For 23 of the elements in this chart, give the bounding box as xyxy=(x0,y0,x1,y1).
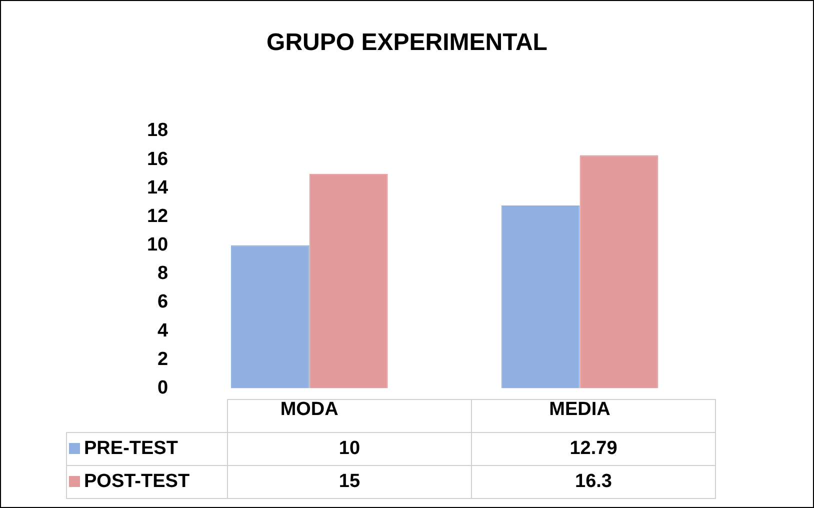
bar xyxy=(309,174,388,388)
x-tick-label: MODA xyxy=(280,398,339,420)
y-tick-label: 8 xyxy=(158,263,168,284)
data-label: 16.3 xyxy=(472,466,716,498)
y-tick-label: 12 xyxy=(146,206,168,227)
y-tick-label: 2 xyxy=(158,348,168,370)
y-tick-label: 10 xyxy=(146,234,168,256)
data-label: 12.79 xyxy=(472,432,716,466)
y-tick-label: 16 xyxy=(146,148,168,170)
legend-label: POST-TEST xyxy=(66,466,228,498)
chart-title: GRUPO EXPERIMENTAL xyxy=(266,29,548,57)
y-tick-label: 18 xyxy=(146,120,168,142)
y-tick-label: 0 xyxy=(158,377,168,398)
y-tick-label: 6 xyxy=(158,292,168,313)
bar xyxy=(501,205,580,388)
bar xyxy=(230,245,310,388)
y-tick-label: 14 xyxy=(146,177,169,198)
legend-label: PRE-TEST xyxy=(66,432,228,466)
data-label: 10 xyxy=(228,432,472,466)
x-tick-label: MEDIA xyxy=(549,398,611,420)
data-label: 15 xyxy=(228,466,472,498)
y-tick-label: 4 xyxy=(158,320,169,342)
bar xyxy=(580,155,658,388)
